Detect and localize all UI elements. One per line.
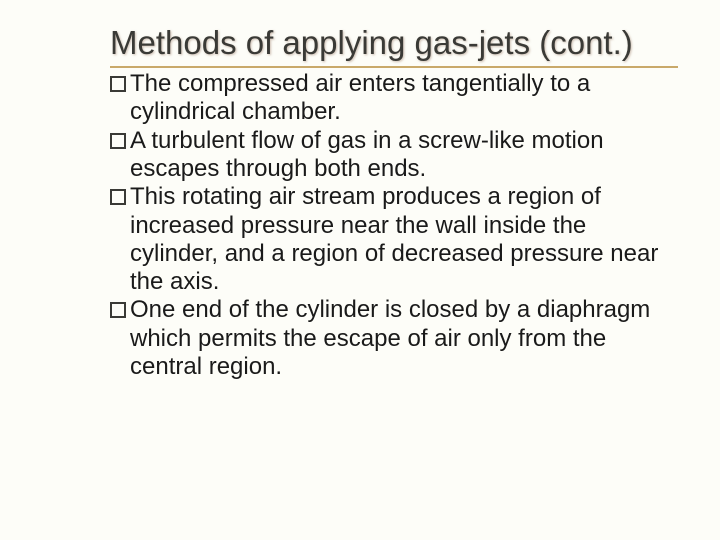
square-bullet-icon (110, 76, 126, 92)
square-bullet-icon (110, 302, 126, 318)
bullet-text: This rotating air stream produces a regi… (130, 183, 678, 296)
square-bullet-icon (110, 133, 126, 149)
bullet-list: The compressed air enters tangentially t… (110, 70, 678, 381)
square-bullet-icon (110, 189, 126, 205)
bullet-text: A turbulent flow of gas in a screw-like … (130, 127, 678, 184)
list-item: One end of the cylinder is closed by a d… (110, 296, 678, 381)
bullet-text: The compressed air enters tangentially t… (130, 70, 678, 127)
slide-title: Methods of applying gas-jets (cont.) (110, 24, 678, 68)
list-item: This rotating air stream produces a regi… (110, 183, 678, 296)
list-item: A turbulent flow of gas in a screw-like … (110, 127, 678, 184)
slide-container: Methods of applying gas-jets (cont.) The… (0, 0, 720, 540)
list-item: The compressed air enters tangentially t… (110, 70, 678, 127)
bullet-text: One end of the cylinder is closed by a d… (130, 296, 678, 381)
